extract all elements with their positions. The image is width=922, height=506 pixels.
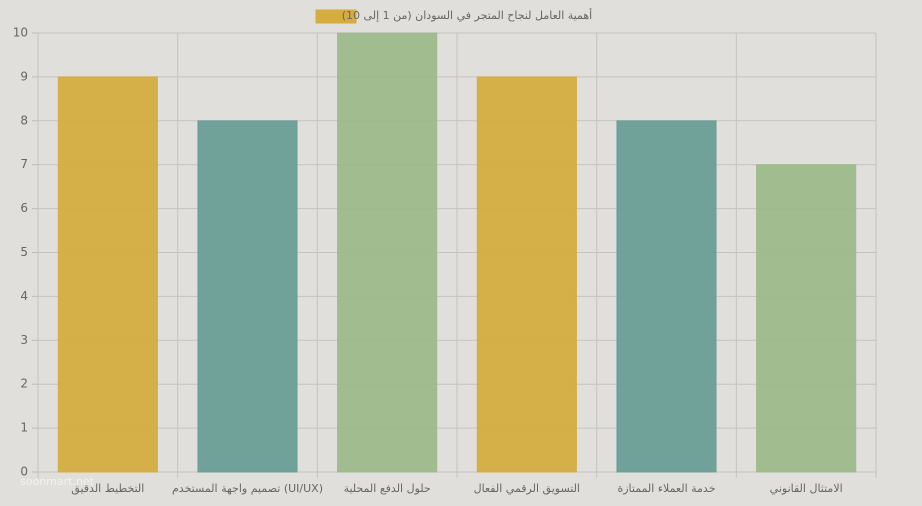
bar (756, 164, 857, 473)
y-tick-label: 1 (20, 421, 28, 435)
y-tick-label: 9 (20, 69, 28, 83)
y-tick-label: 7 (20, 157, 28, 171)
y-tick-label: 5 (20, 245, 28, 259)
y-tick-label: 4 (20, 289, 28, 303)
y-tick-label: 3 (20, 333, 28, 347)
y-tick-label: 8 (20, 113, 28, 127)
y-tick-label: 0 (20, 465, 28, 479)
x-tick-label: التخطيط الدقيق (71, 482, 144, 496)
x-tick-label: الامتثال القانوني (770, 482, 843, 495)
y-tick-label: 2 (20, 377, 28, 391)
y-tick-label: 6 (20, 201, 28, 215)
legend-swatch (315, 9, 357, 24)
y-tick-label: 10 (13, 26, 28, 40)
x-tick-label: تصميم واجهة المستخدم (UI/UX) (172, 482, 323, 495)
bar (476, 76, 577, 473)
watermark: soonmart.net (20, 475, 95, 488)
bar (197, 120, 298, 473)
bar (337, 32, 438, 473)
legend-label: أهمية العامل لنجاح المتجر في السودان (من… (342, 8, 592, 22)
x-tick-label: حلول الدفع المحلية (344, 482, 431, 495)
x-tick-label: خدمة العملاء الممتازة (617, 482, 715, 495)
bar (616, 120, 717, 473)
x-tick-label: التسويق الرقمي الفعال (474, 482, 580, 496)
bar (57, 76, 158, 473)
